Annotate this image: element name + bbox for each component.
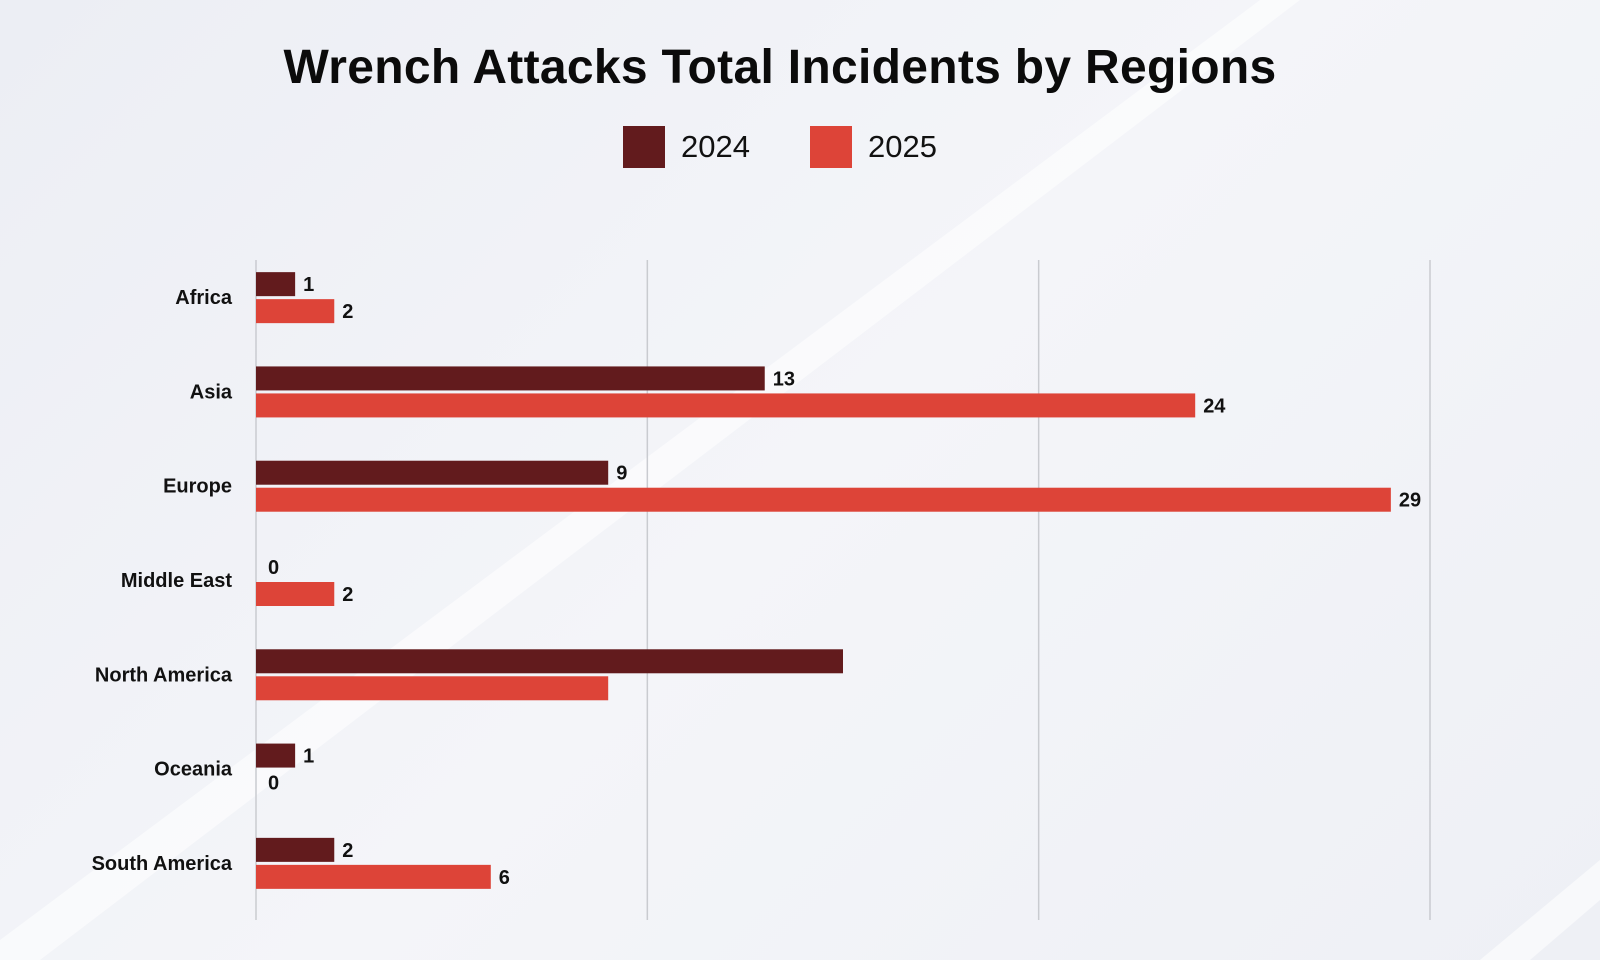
data-label: 2 bbox=[342, 301, 353, 323]
bar-2024 bbox=[256, 272, 296, 297]
data-label: 6 bbox=[499, 867, 510, 889]
data-label: 2 bbox=[342, 840, 353, 862]
bar-2024 bbox=[256, 366, 765, 391]
data-label: 24 bbox=[1203, 395, 1226, 417]
legend-swatch bbox=[810, 126, 852, 168]
bar-2025 bbox=[256, 299, 335, 324]
data-label: 2 bbox=[342, 584, 353, 606]
bar-2025 bbox=[256, 487, 1391, 512]
data-label: 13 bbox=[773, 368, 795, 390]
legend-label: 2025 bbox=[868, 129, 937, 164]
bar-2025 bbox=[256, 864, 491, 889]
legend-item-2025: 2025 bbox=[810, 126, 937, 168]
category-label: Europe bbox=[163, 476, 232, 498]
category-label: Africa bbox=[175, 287, 233, 309]
bar-2025 bbox=[256, 676, 609, 701]
category-label: Oceania bbox=[154, 759, 233, 781]
legend: 2024 2025 bbox=[0, 126, 1560, 168]
data-label: 29 bbox=[1399, 490, 1421, 512]
legend-label: 2024 bbox=[681, 129, 750, 164]
legend-item-2024: 2024 bbox=[623, 126, 750, 168]
category-label: Asia bbox=[190, 381, 233, 403]
data-label: 0 bbox=[268, 557, 279, 579]
bar-2025 bbox=[256, 393, 1196, 418]
category-label: Middle East bbox=[121, 570, 232, 592]
bar-2024 bbox=[256, 460, 609, 485]
category-label: South America bbox=[92, 853, 233, 875]
bar-2024 bbox=[256, 649, 843, 674]
legend-swatch bbox=[623, 126, 666, 168]
data-label: 1 bbox=[303, 274, 314, 296]
chart-title: Wrench Attacks Total Incidents by Region… bbox=[283, 41, 1277, 94]
data-label: 0 bbox=[268, 773, 279, 795]
bar-2024 bbox=[256, 743, 296, 768]
data-label: 9 bbox=[616, 463, 627, 485]
category-label: North America bbox=[95, 664, 233, 686]
bar-2024 bbox=[256, 837, 335, 862]
bar-2025 bbox=[256, 582, 335, 606]
data-label: 1 bbox=[303, 746, 314, 768]
